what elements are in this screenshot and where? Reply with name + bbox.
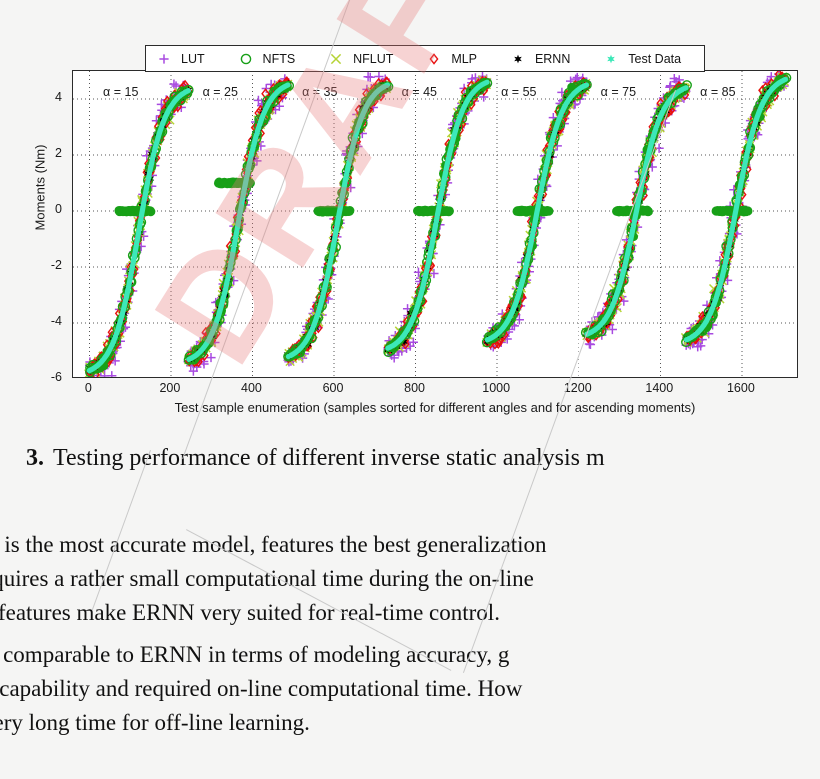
legend-label: LUT xyxy=(181,51,205,66)
chart-legend: LUT NFTS NFLUT MLP ERNN Test Data xyxy=(145,45,705,72)
plot-area: α = 15 α = 25 α = 35 α = 45 α = 55 α = 75 α = … xyxy=(72,70,798,378)
y-tick-label: 0 xyxy=(55,202,62,216)
x-tick-label: 400 xyxy=(241,381,262,395)
caption-number: 3. xyxy=(26,445,44,471)
x-marker-icon xyxy=(328,51,344,67)
y-tick-label: -2 xyxy=(50,258,62,272)
legend-label: MLP xyxy=(451,51,478,66)
body-text-line: very long time for off-line learning. xyxy=(0,710,310,735)
scatter-svg xyxy=(73,71,797,377)
caption-text: Testing performance of different inverse… xyxy=(53,445,605,471)
legend-label: Test Data xyxy=(628,51,682,66)
legend-entry-mlp: MLP xyxy=(416,51,500,67)
legend-entry-lut: LUT xyxy=(146,51,228,67)
x-tick-label: 0 xyxy=(84,381,92,395)
alpha-group-label: α = 25 xyxy=(202,85,238,99)
body-text-line: equires a rather small computational tim… xyxy=(0,566,534,591)
x-tick-label: 1200 xyxy=(563,381,592,395)
plus-marker-icon xyxy=(156,51,172,67)
legend-entry-ernn: ERNN xyxy=(500,51,593,67)
figure-caption: 3. Testing performance of different inver… xyxy=(0,445,820,472)
circle-marker-icon xyxy=(238,51,254,67)
scatter-plot-canvas xyxy=(73,71,797,377)
legend-entry-nfts: NFTS xyxy=(228,51,319,67)
legend-label: NFTS xyxy=(262,51,296,66)
legend-entry-test-data: Test Data xyxy=(593,51,704,67)
legend-entry-nflut: NFLUT xyxy=(318,51,416,67)
legend-label: NFLUT xyxy=(353,51,394,66)
x-tick-label: 800 xyxy=(404,381,426,395)
body-text-line: n capability and required on-line comput… xyxy=(0,676,523,701)
y-axis-label: Moments (Nm) xyxy=(32,144,48,231)
y-tick-label: 2 xyxy=(55,146,62,160)
body-text-line: e features make ERNN very suited for rea… xyxy=(0,600,500,625)
body-text-block: N is the most accurate model, features t… xyxy=(0,528,820,740)
paragraph-gap xyxy=(0,630,820,638)
x-tick-label: 200 xyxy=(159,381,181,395)
diamond-marker-icon xyxy=(426,51,442,67)
alpha-group-label: α = 75 xyxy=(600,85,637,99)
y-tick-label: -6 xyxy=(50,370,62,384)
x-tick-label: 1000 xyxy=(482,381,511,395)
star-marker-icon xyxy=(510,51,526,67)
x-axis-label: Test sample enumeration (samples sorted … xyxy=(174,400,696,415)
alpha-group-label: α = 35 xyxy=(302,85,338,99)
y-tick-label: -4 xyxy=(50,314,62,328)
body-text-line: N is the most accurate model, features t… xyxy=(0,532,547,557)
alpha-group-label: α = 85 xyxy=(700,85,736,99)
legend-label: ERNN xyxy=(534,51,571,66)
alpha-group-label: α = 55 xyxy=(501,85,537,99)
x-tick-label: 1600 xyxy=(726,381,755,395)
x-tick-label: 1400 xyxy=(645,381,674,395)
alpha-group-label: α = 15 xyxy=(103,85,139,99)
alpha-group-label: α = 45 xyxy=(401,85,437,99)
y-tick-label: 4 xyxy=(55,90,62,104)
figure-inverse-static-analysis: α = 15 α = 25 α = 35 α = 45 α = 55 α = 75 α = … xyxy=(32,45,798,415)
star-marker-icon xyxy=(603,51,619,67)
x-tick-label: 600 xyxy=(322,381,344,395)
body-text-line: is comparable to ERNN in terms of modeli… xyxy=(0,642,510,667)
